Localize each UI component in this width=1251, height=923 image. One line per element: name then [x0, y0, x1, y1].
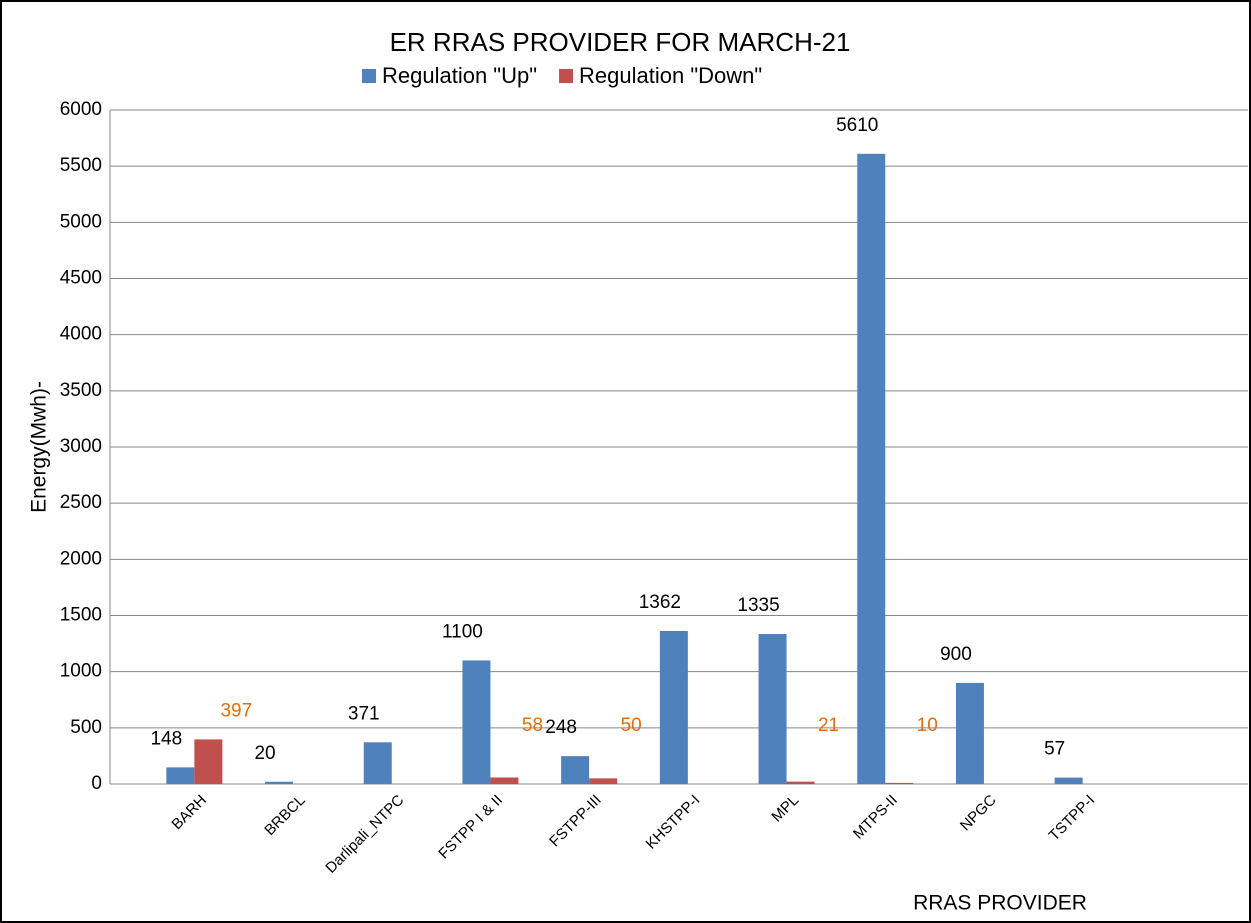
y-tick-label: 2000	[60, 548, 102, 569]
data-label: 1100	[442, 621, 483, 642]
data-label: 10	[917, 715, 938, 736]
data-label: 248	[545, 717, 577, 738]
data-label: 1335	[737, 595, 779, 616]
y-tick-label: 6000	[60, 99, 102, 120]
legend-swatch	[362, 69, 376, 83]
y-tick-label: 3500	[60, 380, 102, 401]
y-tick-label: 5500	[60, 155, 102, 176]
bar	[462, 660, 491, 784]
chart-title: ER RRAS PROVIDER FOR MARCH-21	[390, 27, 851, 57]
y-tick-label: 1500	[60, 605, 102, 626]
y-tick-label: 2500	[60, 492, 102, 513]
data-label: 148	[150, 728, 182, 749]
bar	[490, 777, 519, 784]
legend-label: Regulation "Up"	[382, 63, 537, 88]
data-label: 1362	[639, 592, 681, 613]
data-label: 57	[1044, 739, 1065, 760]
bar	[786, 781, 815, 784]
y-tick-label: 500	[70, 717, 102, 738]
x-axis-title: RRAS PROVIDER	[913, 892, 1087, 915]
y-tick-label: 4000	[60, 324, 102, 345]
legend-swatch	[559, 69, 574, 83]
y-tick-label: 0	[91, 773, 102, 794]
bar	[955, 682, 984, 784]
data-label: 58	[522, 715, 543, 736]
y-axis-title: Energy(Mwh)-	[28, 381, 51, 513]
bar	[659, 631, 688, 784]
bar	[265, 781, 294, 784]
data-label: 371	[348, 703, 380, 724]
legend-label: Regulation "Down"	[579, 63, 762, 88]
data-label: 20	[254, 743, 275, 764]
data-label: 5610	[836, 115, 878, 136]
data-label: 50	[621, 715, 642, 736]
bar	[758, 634, 787, 784]
y-tick-label: 4500	[60, 268, 102, 289]
bar	[166, 767, 195, 784]
data-label: 21	[818, 715, 839, 736]
bar	[885, 782, 914, 784]
y-tick-label: 5000	[60, 211, 102, 232]
y-tick-label: 1000	[60, 661, 102, 682]
bar	[194, 739, 223, 784]
bar	[1054, 777, 1083, 784]
bar	[363, 742, 392, 784]
data-label: 900	[940, 644, 972, 665]
bar	[857, 153, 886, 784]
y-tick-label: 3000	[60, 436, 102, 457]
bar	[561, 756, 590, 784]
bar	[589, 778, 618, 784]
data-label: 397	[220, 700, 252, 721]
